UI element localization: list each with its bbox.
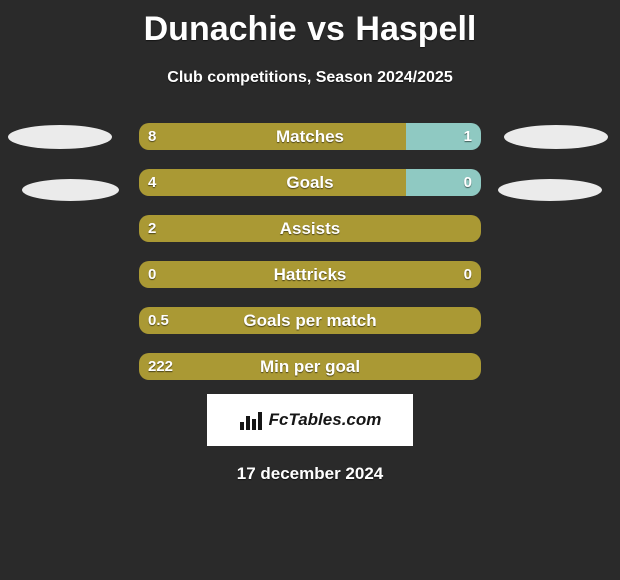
stat-row: Assists2 [0,215,620,242]
bar-left-fill [139,215,481,242]
stat-value-left: 8 [148,123,156,150]
comparison-title: Dunachie vs Haspell [0,0,620,49]
bar-left-fill [139,307,481,334]
stat-bar: Goals [139,169,481,196]
stat-value-left: 2 [148,215,156,242]
player2-name: Haspell [355,10,476,48]
bar-left-fill [139,261,481,288]
stat-value-left: 222 [148,353,173,380]
stat-row: Hattricks0 0 [0,261,620,288]
stat-value-right: 1 [464,123,472,150]
stat-bar: Assists [139,215,481,242]
stat-row: Min per goal222 [0,353,620,380]
stat-row: Goals per match0.5 [0,307,620,334]
stat-bar: Matches [139,123,481,150]
stat-bar: Hattricks [139,261,481,288]
brand-box: FcTables.com [207,394,413,446]
bar-left-fill [139,123,406,150]
bar-left-fill [139,353,481,380]
right-ellipse [504,125,608,149]
stat-value-left: 0.5 [148,307,169,334]
bar-left-fill [139,169,406,196]
stat-bar: Goals per match [139,307,481,334]
left-ellipse [22,179,119,201]
brand-bars-icon [239,410,263,430]
right-ellipse [498,179,602,201]
stat-value-left: 4 [148,169,156,196]
stats-rows: Matches81Goals40Assists2Hattricks00Goals… [0,123,620,380]
vs-separator: vs [307,10,345,48]
player1-name: Dunachie [144,10,297,48]
brand-text: FcTables.com [269,410,382,430]
stat-value-right: 0 [464,261,472,288]
date-line: 17 december 2024 [0,464,620,484]
stat-bar: Min per goal [139,353,481,380]
stat-value-right: 0 [464,169,472,196]
subtitle: Club competitions, Season 2024/2025 [0,69,620,87]
stat-value-left: 0 [148,261,156,288]
left-ellipse [8,125,112,149]
